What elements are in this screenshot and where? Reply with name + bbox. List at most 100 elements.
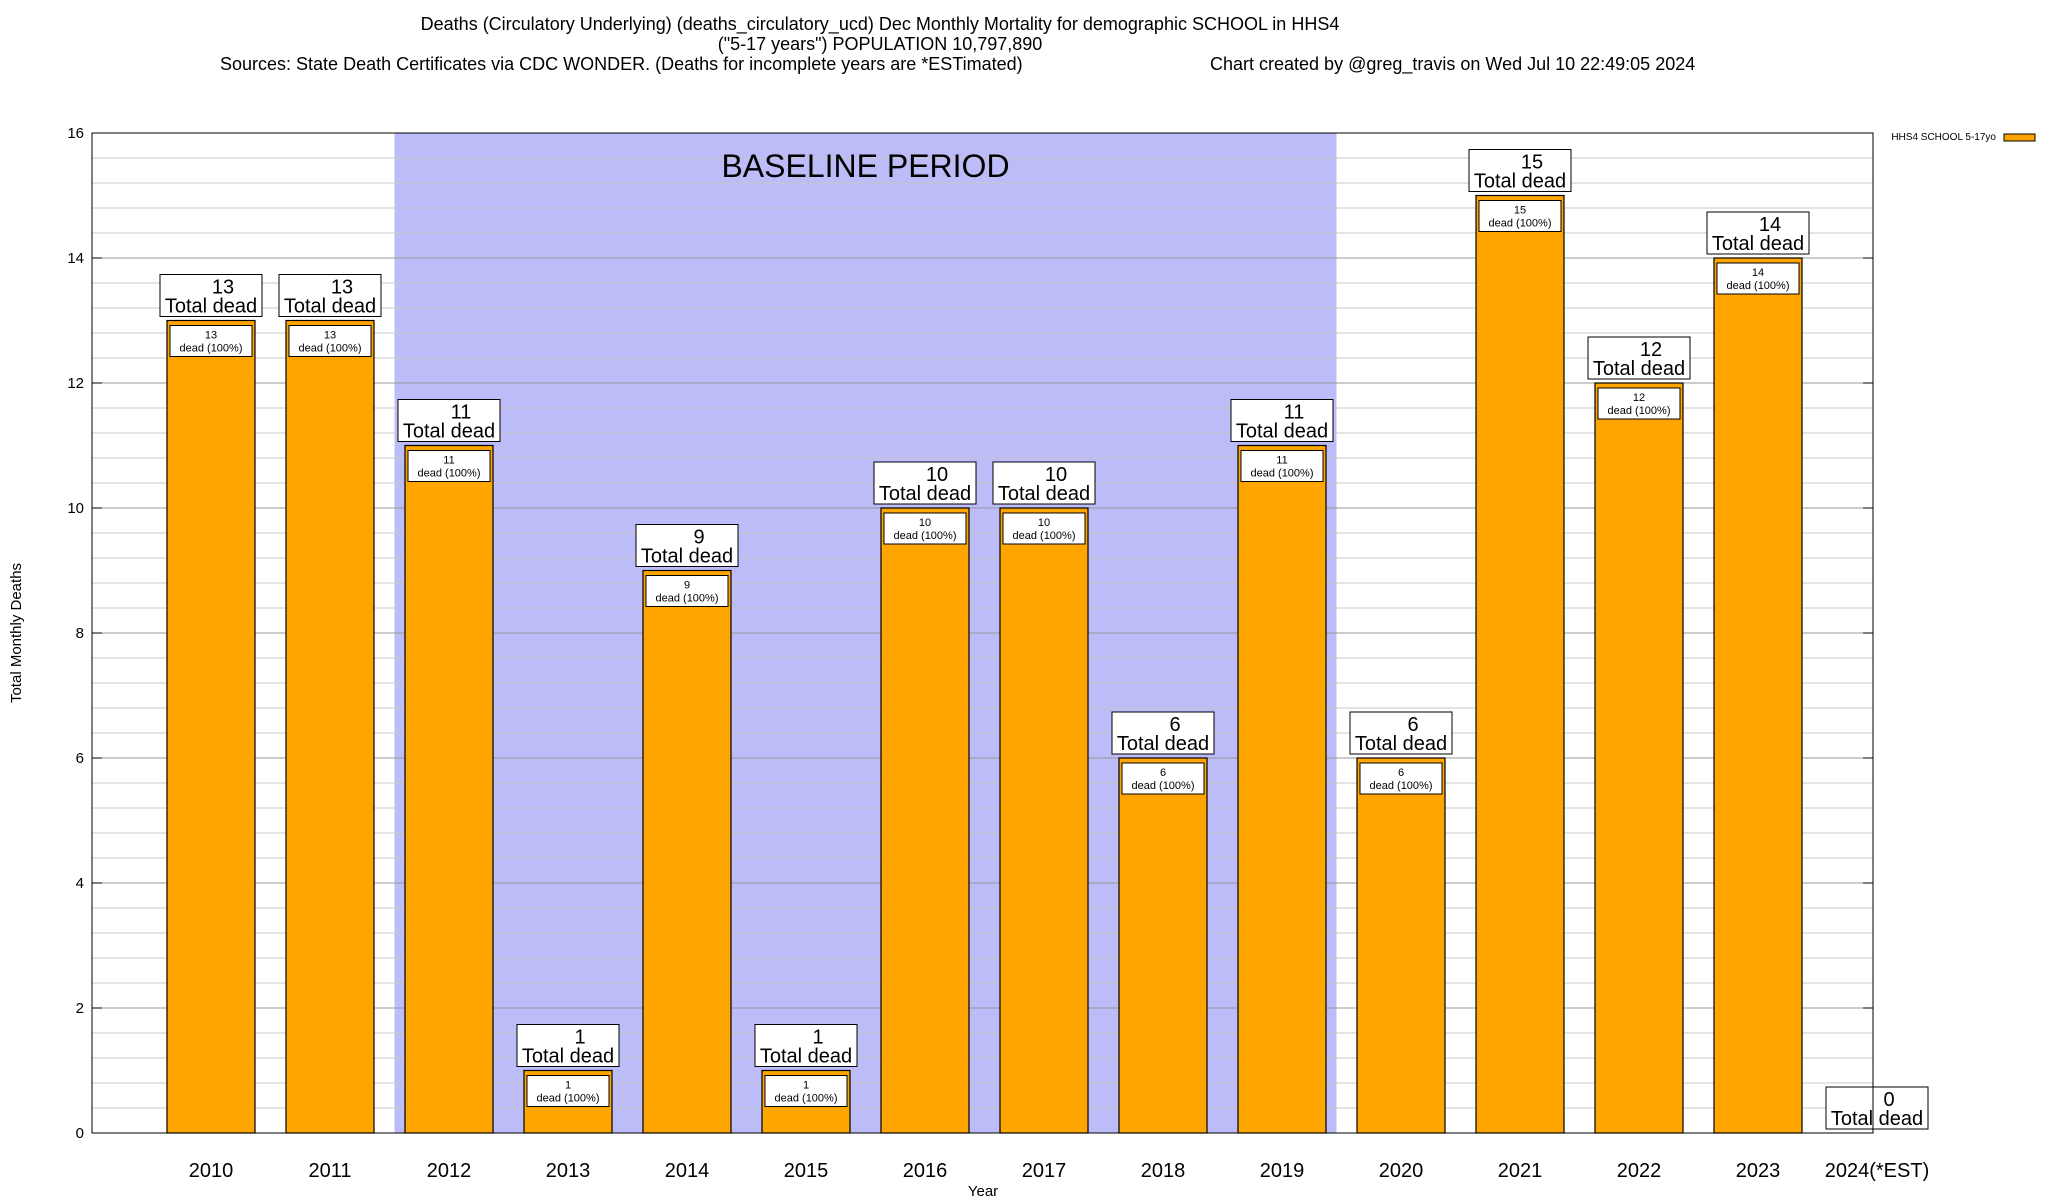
bar	[880, 507, 970, 1134]
total-label-box	[754, 1024, 858, 1067]
y-tick-label: 12	[67, 375, 84, 392]
total-label-text: Total dead	[522, 1046, 614, 1068]
bar-inner-label-text: dead (100%)	[1608, 405, 1671, 417]
total-label-value: 10	[1045, 464, 1067, 486]
bar-inner-label-box	[1478, 200, 1562, 232]
total-label-box	[1230, 399, 1334, 442]
x-tick-label: 2010	[189, 1160, 234, 1182]
bar-inner-label-box	[1359, 762, 1443, 795]
bar-inner-label-box	[1597, 387, 1681, 420]
y-tick-label: 8	[76, 625, 84, 642]
total-label-text: Total dead	[284, 296, 376, 318]
total-label-box	[1111, 711, 1215, 755]
bar-inner-label-value: 6	[1160, 767, 1166, 779]
total-label-value: 11	[1284, 402, 1305, 424]
total-label-text: Total dead	[760, 1046, 852, 1068]
x-tick-label: 2014	[665, 1160, 710, 1182]
total-label-value: 15	[1521, 152, 1543, 174]
total-label-box	[278, 274, 382, 317]
bar-inner-label-text: dead (100%)	[180, 343, 243, 355]
y-tick-label: 0	[76, 1125, 84, 1142]
bar	[404, 444, 494, 1134]
total-label-box	[1349, 711, 1453, 755]
bar-inner-label-text: dead (100%)	[894, 530, 957, 542]
bar-inner-label-value: 10	[919, 517, 931, 529]
total-label-box	[1706, 211, 1810, 255]
x-tick-label: 2020	[1379, 1160, 1424, 1182]
bar	[999, 507, 1089, 1134]
bar	[1356, 757, 1446, 1134]
legend-label: HHS4 SCHOOL 5-17yo	[1891, 132, 1996, 143]
bar-inner-label-box	[407, 450, 491, 482]
grid-lines	[92, 157, 1873, 1109]
bar-inner-label-value: 14	[1752, 267, 1764, 279]
bar-inner-label-text: dead (100%)	[1370, 780, 1433, 792]
bar-inner-label-box	[764, 1075, 848, 1107]
x-tick-label: 2024(*EST)	[1825, 1160, 1930, 1182]
total-label-box	[159, 274, 263, 317]
total-label-text: Total dead	[1236, 421, 1328, 443]
y-tick-label: 14	[67, 250, 84, 267]
bar-inner-label-value: 1	[803, 1080, 809, 1092]
bar-inner-label-text: dead (100%)	[537, 1093, 600, 1105]
bar-inner-label-value: 10	[1038, 517, 1050, 529]
x-tick-label: 2022	[1617, 1160, 1662, 1182]
bar-inner-label-value: 13	[324, 330, 336, 342]
bar-inner-label-box	[1716, 262, 1800, 295]
bar-inner-label-text: dead (100%)	[1132, 780, 1195, 792]
bar-inner-label-box	[526, 1075, 610, 1107]
total-label-value: 1	[574, 1027, 585, 1049]
total-label-text: Total dead	[998, 483, 1090, 505]
y-tick-label: 4	[76, 875, 84, 892]
y-tick-label: 10	[67, 500, 84, 517]
bar-inner-label-value: 11	[443, 455, 454, 467]
total-label-value: 6	[1407, 714, 1418, 736]
legend-swatch	[2003, 133, 2036, 142]
total-label-box	[992, 461, 1096, 505]
total-label-box	[1468, 149, 1572, 192]
total-label-value: 10	[926, 464, 948, 486]
bar	[1475, 194, 1565, 1134]
total-label-box	[1587, 336, 1691, 380]
bar-inner-label-box	[883, 512, 967, 545]
x-tick-label: 2012	[427, 1160, 472, 1182]
x-tick-label: 2021	[1498, 1160, 1543, 1182]
bar-inner-label-box	[1240, 450, 1324, 482]
total-label-text: Total dead	[641, 546, 733, 568]
total-label-value: 13	[212, 277, 234, 299]
bar	[642, 569, 732, 1134]
total-label-text: Total dead	[1355, 733, 1447, 755]
bar	[1237, 444, 1327, 1134]
total-label-value: 11	[451, 402, 472, 424]
bar-inner-label-box	[645, 575, 729, 607]
y-tick-label: 2	[76, 1000, 84, 1017]
total-label-box	[1825, 1086, 1929, 1130]
total-label-box	[516, 1024, 620, 1067]
bar-inner-label-text: dead (100%)	[1251, 468, 1314, 480]
bar-inner-label-value: 15	[1514, 205, 1526, 217]
bar-inner-label-value: 12	[1633, 392, 1645, 404]
total-label-value: 6	[1169, 714, 1180, 736]
bar-inner-label-text: dead (100%)	[775, 1093, 838, 1105]
bar-inner-label-text: dead (100%)	[656, 593, 719, 605]
x-tick-label: 2011	[308, 1160, 351, 1182]
bar	[1118, 757, 1208, 1134]
total-label-value: 1	[812, 1027, 823, 1049]
total-label-box	[873, 461, 977, 505]
total-label-value: 9	[693, 527, 704, 549]
y-axis-label: Total Monthly Deaths	[8, 563, 25, 703]
total-label-value: 12	[1640, 339, 1662, 361]
y-tick-label: 6	[76, 750, 84, 767]
bar-inner-label-box	[1121, 762, 1205, 795]
bar-inner-label-text: dead (100%)	[299, 343, 362, 355]
bar-inner-label-text: dead (100%)	[1727, 280, 1790, 292]
total-label-text: Total dead	[165, 296, 257, 318]
bar	[166, 319, 256, 1134]
total-label-value: 14	[1759, 214, 1781, 236]
total-label-text: Total dead	[1831, 1108, 1923, 1130]
total-label-text: Total dead	[403, 421, 495, 443]
bar	[285, 319, 375, 1134]
bar-inner-label-value: 11	[1276, 455, 1287, 467]
bar-inner-label-value: 9	[684, 580, 690, 592]
